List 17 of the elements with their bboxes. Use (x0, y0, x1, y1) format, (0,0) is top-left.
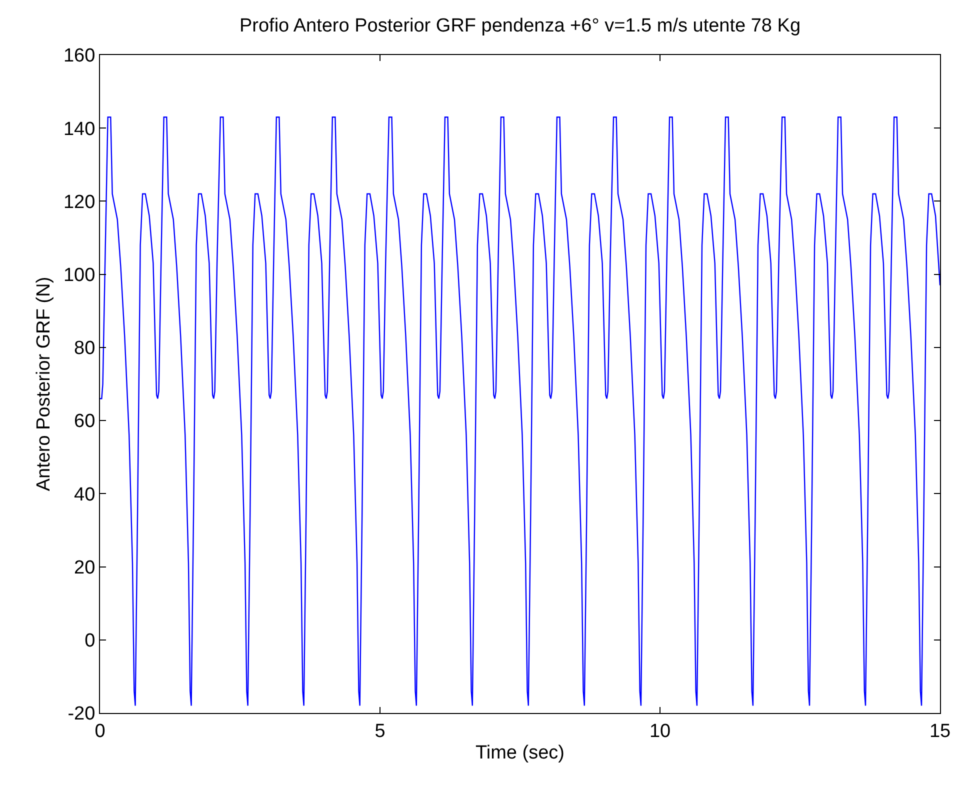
y-tick-label: 60 (74, 411, 96, 432)
y-tick-label: 140 (63, 118, 96, 140)
x-axis-title: Time (sec) (475, 742, 565, 764)
y-tick-label: 0 (84, 630, 96, 652)
line-series (100, 116, 940, 706)
chart-title: Profio Antero Posterior GRF pendenza +6° v=1.5 m/s utente 78 Kg (239, 15, 801, 36)
y-tick-label: 40 (74, 484, 96, 506)
x-tick-label: 5 (374, 720, 386, 742)
x-tick-label: 10 (649, 720, 671, 742)
y-tick-label: 20 (74, 557, 96, 578)
y-tick-label: -20 (68, 704, 96, 725)
y-tick-label: 120 (63, 192, 96, 213)
y-tick-label: 80 (74, 338, 96, 360)
x-tick-label: 15 (929, 720, 951, 742)
y-axis-title: Antero Posterior GRF (N) (33, 276, 54, 492)
y-tick-label: 160 (63, 46, 96, 67)
y-tick-label: 100 (63, 264, 96, 286)
